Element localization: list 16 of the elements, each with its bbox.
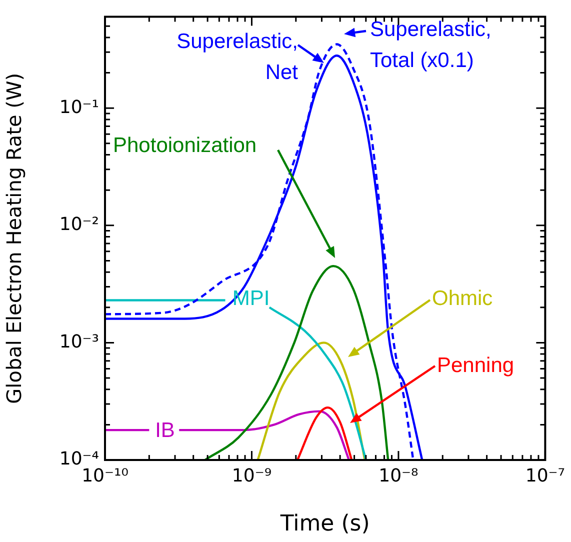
legend-label: Superelastic, Net [176,30,298,84]
text: Penning [437,354,514,377]
series-label: Superelastic, Total (x0.1) [370,18,492,72]
y-tick-label: 10⁻¹ [59,96,99,118]
x-tick-label: 10⁻¹⁰ [82,465,128,486]
y-axis-title: Global Electron Heating Rate (W) [2,72,26,404]
x-tick-label: 10⁻⁹ [232,465,272,486]
x-tick-label: 10⁻⁷ [525,465,565,486]
series-label: IB [155,418,175,442]
x-axis-title: Time (s) [279,512,370,537]
y-tick-label: 10⁻³ [59,331,99,352]
text: Ohmic [432,286,493,310]
text: Photoionization [113,134,257,157]
series-label: MPI [232,286,270,310]
y-tick-label: 10⁻² [59,214,99,236]
x-tick-label: 10⁻⁸ [378,465,418,486]
